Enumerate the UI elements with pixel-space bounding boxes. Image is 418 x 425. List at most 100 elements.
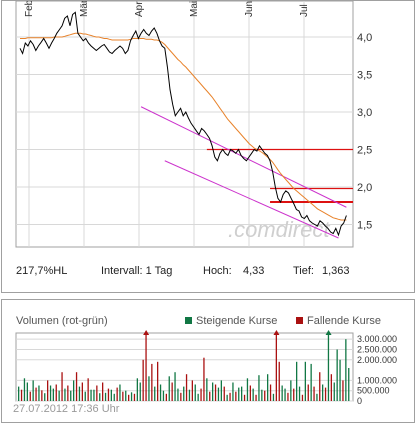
volume-bar [125,390,127,401]
volume-bar [252,388,254,401]
x-tick-label: Mär [79,1,90,17]
high-label: Hoch: [203,265,232,277]
volume-bar [81,382,83,401]
volume-bar [90,389,92,401]
volume-bar [52,388,54,401]
channel-lower-line [164,160,339,239]
y-tick-label: 4,0 [357,32,372,44]
range-label: 217,7%HL [16,265,68,277]
volume-bar [278,361,280,401]
volume-bar [73,380,75,401]
x-tick-label: Mai [189,1,200,17]
volume-bar [171,382,173,401]
volume-bar [304,361,306,401]
volume-bar [145,333,147,401]
watermark: .comdirect [228,217,330,242]
volume-bar [136,378,138,401]
volume-bar [107,388,110,401]
volume-bar [113,393,115,401]
volume-bar [162,390,165,401]
volume-bar [70,390,72,401]
volume-bar [255,394,257,401]
volume-bar [301,394,304,401]
volume-bar [44,393,46,401]
volume-bar [180,392,182,401]
volume-bar [348,368,350,401]
volume-bar [29,391,31,401]
volume-bar [296,361,298,401]
volume-bar [20,389,23,401]
volume-bar [243,394,246,401]
high-value: 4,33 [243,265,265,277]
volume-bar [313,386,315,401]
volume-bar [55,384,57,401]
volume-bar [206,378,208,401]
volume-bar [128,394,130,401]
volume-bar [38,385,40,401]
legend-rising-label: Steigende Kurse [196,315,278,327]
legend-falling: Fallende Kurse [296,315,381,327]
volume-bar [78,386,81,401]
volume-overflow-arrow [143,330,150,335]
volume-bar [49,385,52,401]
volume-bar [61,372,63,401]
timestamp: 27.07.2012 17:36 Uhr [13,403,120,415]
volume-bar [214,384,217,401]
y-tick-label: 1,5 [357,220,372,232]
volume-bar [324,387,327,401]
volume-bar [223,386,225,401]
volume-bar [246,378,249,401]
y-tick-label: 3,5 [357,70,372,82]
volume-bar [165,393,167,401]
volume-bar [269,384,272,401]
volume-bar [241,386,243,401]
volume-tick-label: 2.500.000 [357,344,397,354]
volume-bar [200,388,202,401]
y-tick-label: 3,0 [357,107,372,119]
volume-bar [122,391,124,401]
volume-bar [133,393,136,401]
volume-bar [191,380,193,401]
volume-tick-label: 0 [357,396,362,406]
volume-bar [342,380,344,401]
x-tick-label: Jul [299,4,310,17]
volume-bar [267,374,269,401]
x-tick-label: Apr [134,1,145,17]
volume-bar [229,392,231,401]
volume-bar [142,359,144,401]
volume-tick-label: 1.000.000 [357,375,397,385]
volume-bar [75,372,78,401]
volume-bar [212,382,214,401]
volume-bar [104,392,107,401]
x-tick-label: Jun [244,1,255,17]
volume-tick-label: 3.000.000 [357,334,397,344]
volume-bar [238,387,240,401]
volume-bar [217,387,220,401]
volume-tick-label: 500.000 [357,386,390,396]
volume-bar [168,376,170,401]
volume-bar [249,385,251,401]
volume-bar [177,388,179,401]
volume-bar [148,376,150,401]
price-chart: 1,5 2,0 2,5 3,0 3,5 4,0 Feb Mär Apr Mai Jun Jul .com… [15,0,372,248]
volume-bar [185,374,188,401]
legend-rising: Steigende Kurse [185,315,277,327]
volume-bar [139,382,141,401]
channel-upper-line [140,106,347,208]
volume-bar [275,333,277,401]
volume-bar [58,390,60,401]
volume-bar [316,393,318,401]
volume-bar [345,339,347,401]
low-value: 1,363 [322,265,350,277]
volume-bar [293,388,295,401]
volume-bar [119,384,121,401]
volume-bar [157,361,159,401]
volume-bar [96,385,98,401]
volume-bar [67,385,69,401]
volume-bar [281,385,283,401]
legend-falling-swatch [296,317,303,324]
volume-bar [203,357,205,401]
volume-title: Volumen (rot-grün) [16,315,108,327]
price-chart-panel: 1,5 2,0 2,5 3,0 3,5 4,0 Feb Mär Apr Mai Jun Jul .com… [1,0,415,293]
